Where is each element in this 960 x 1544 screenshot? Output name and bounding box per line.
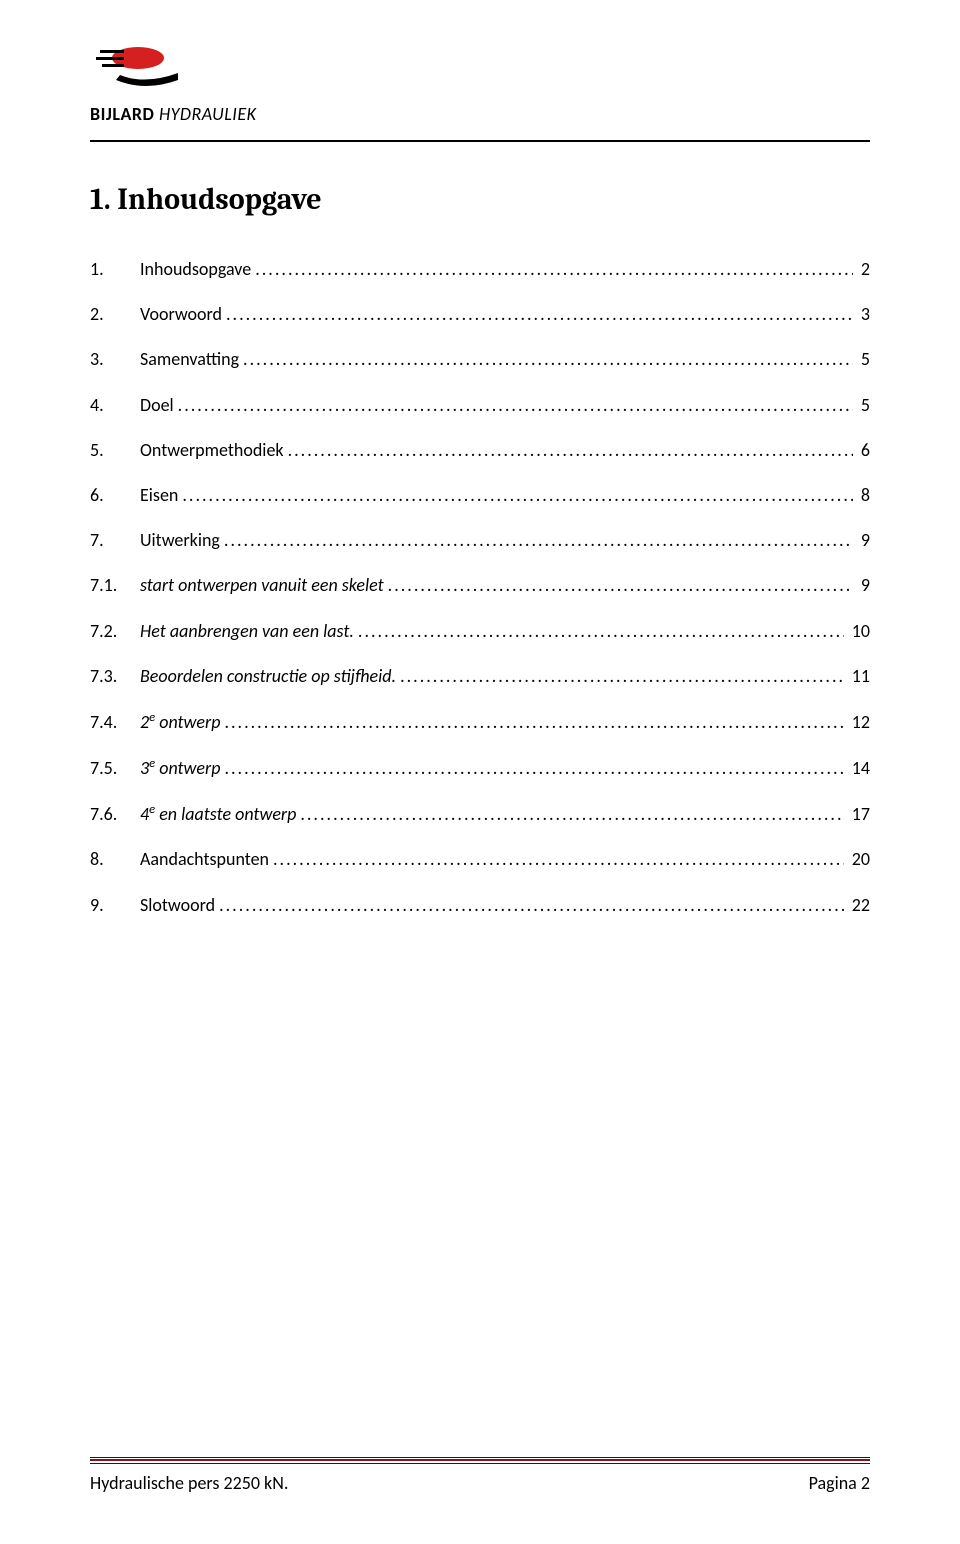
toc-leader-dots — [224, 756, 843, 781]
toc-number: 7.5. — [90, 756, 140, 781]
toc-title: Doel — [140, 393, 174, 418]
toc-page-number: 6 — [857, 438, 870, 463]
footer-divider — [90, 1457, 870, 1464]
toc-title: 2e ontwerp — [140, 709, 220, 735]
toc-number: 3. — [90, 347, 140, 372]
toc-number: 4. — [90, 393, 140, 418]
toc-leader-dots — [300, 802, 843, 827]
toc-number: 7.6. — [90, 802, 140, 827]
toc-row: 7.6.4e en laatste ontwerp 17 — [90, 801, 870, 827]
toc-leader-dots — [243, 347, 853, 372]
footer-line: Hydraulische pers 2250 kN. Pagina 2 — [90, 1472, 870, 1494]
company-name: BIJLARD HYDRAULIEK — [90, 103, 870, 125]
toc-number: 7.2. — [90, 619, 140, 644]
toc-page-number: 14 — [848, 756, 870, 781]
company-name-light: HYDRAULIEK — [159, 103, 257, 125]
toc-row: 6.Eisen 8 — [90, 483, 870, 508]
toc-leader-dots — [255, 257, 853, 282]
toc-page-number: 11 — [848, 664, 870, 689]
company-name-bold: BIJLARD — [90, 103, 154, 125]
toc-row: 7.4. 2e ontwerp 12 — [90, 709, 870, 735]
toc-title: Samenvatting — [140, 347, 239, 372]
toc-number: 7.3. — [90, 664, 140, 689]
toc-page-number: 2 — [857, 257, 870, 282]
toc-number: 7.1. — [90, 573, 140, 598]
header-divider — [90, 140, 870, 142]
toc-number: 1. — [90, 257, 140, 282]
page-heading: 1. Inhoudsopgave — [90, 182, 870, 217]
toc-leader-dots — [182, 483, 853, 508]
toc-page-number: 12 — [848, 710, 870, 735]
toc-page-number: 5 — [857, 347, 870, 372]
toc-leader-dots — [358, 619, 844, 644]
toc-page-number: 10 — [848, 619, 870, 644]
toc-page-number: 22 — [848, 893, 870, 918]
toc-number: 6. — [90, 483, 140, 508]
heading-title: Inhoudsopgave — [117, 182, 321, 217]
header-logo-block: BIJLARD HYDRAULIEK — [90, 40, 870, 120]
toc-title: Voorwoord — [140, 302, 222, 327]
toc-row: 5. Ontwerpmethodiek 6 — [90, 438, 870, 463]
toc-title: 3e ontwerp — [140, 755, 220, 781]
toc-number: 7. — [90, 528, 140, 553]
toc-title: start ontwerpen vanuit een skelet — [140, 573, 384, 598]
toc-row: 2.Voorwoord 3 — [90, 302, 870, 327]
toc-title: Slotwoord — [140, 893, 215, 918]
toc-row: 7.Uitwerking 9 — [90, 528, 870, 553]
company-logo-icon — [90, 40, 260, 90]
heading-number: 1. — [90, 182, 111, 217]
toc-leader-dots — [273, 847, 844, 872]
toc-number: 7.4. — [90, 710, 140, 735]
toc-number: 5. — [90, 438, 140, 463]
toc-title: Aandachtspunten — [140, 847, 269, 872]
toc-page-number: 3 — [857, 302, 870, 327]
toc-page-number: 20 — [848, 847, 870, 872]
toc-title: 4e en laatste ontwerp — [140, 801, 296, 827]
toc-title: Het aanbrengen van een last. — [140, 619, 354, 644]
toc-row: 3.Samenvatting 5 — [90, 347, 870, 372]
toc-row: 7.5.3e ontwerp 14 — [90, 755, 870, 781]
toc-row: 4.Doel 5 — [90, 393, 870, 418]
toc-page-number: 17 — [848, 802, 870, 827]
toc-page-number: 8 — [857, 483, 870, 508]
toc-title: Uitwerking — [140, 528, 220, 553]
toc-page-number: 9 — [857, 528, 870, 553]
toc-number: 8. — [90, 847, 140, 872]
toc-leader-dots — [400, 664, 844, 689]
footer-right-text: Pagina 2 — [809, 1472, 870, 1494]
toc-row: 9.Slotwoord 22 — [90, 893, 870, 918]
toc-row: 7.2.Het aanbrengen van een last. 10 — [90, 619, 870, 644]
toc-leader-dots — [288, 438, 853, 463]
footer-left-text: Hydraulische pers 2250 kN. — [90, 1472, 288, 1494]
toc-row: 7.1.start ontwerpen vanuit een skelet 9 — [90, 573, 870, 598]
toc-row: 8.Aandachtspunten 20 — [90, 847, 870, 872]
toc-leader-dots — [219, 893, 844, 918]
toc-title: Beoordelen constructie op stijfheid. — [140, 664, 396, 689]
page-footer: Hydraulische pers 2250 kN. Pagina 2 — [90, 1457, 870, 1494]
toc-title: Inhoudsopgave — [140, 257, 251, 282]
toc-leader-dots — [224, 528, 853, 553]
toc-leader-dots — [178, 393, 853, 418]
toc-title: Ontwerpmethodiek — [140, 438, 284, 463]
toc-leader-dots — [226, 302, 853, 327]
document-page: BIJLARD HYDRAULIEK 1. Inhoudsopgave 1.In… — [0, 0, 960, 1544]
toc-page-number: 5 — [857, 393, 870, 418]
toc-row: 1.Inhoudsopgave 2 — [90, 257, 870, 282]
toc-row: 7.3.Beoordelen constructie op stijfheid.… — [90, 664, 870, 689]
toc-title: Eisen — [140, 483, 178, 508]
toc-number: 9. — [90, 893, 140, 918]
toc-leader-dots — [388, 573, 853, 598]
toc-leader-dots — [224, 710, 843, 735]
table-of-contents: 1.Inhoudsopgave 2 2.Voorwoord 3 3.Samenvatti… — [90, 257, 870, 918]
toc-page-number: 9 — [857, 573, 870, 598]
toc-number: 2. — [90, 302, 140, 327]
